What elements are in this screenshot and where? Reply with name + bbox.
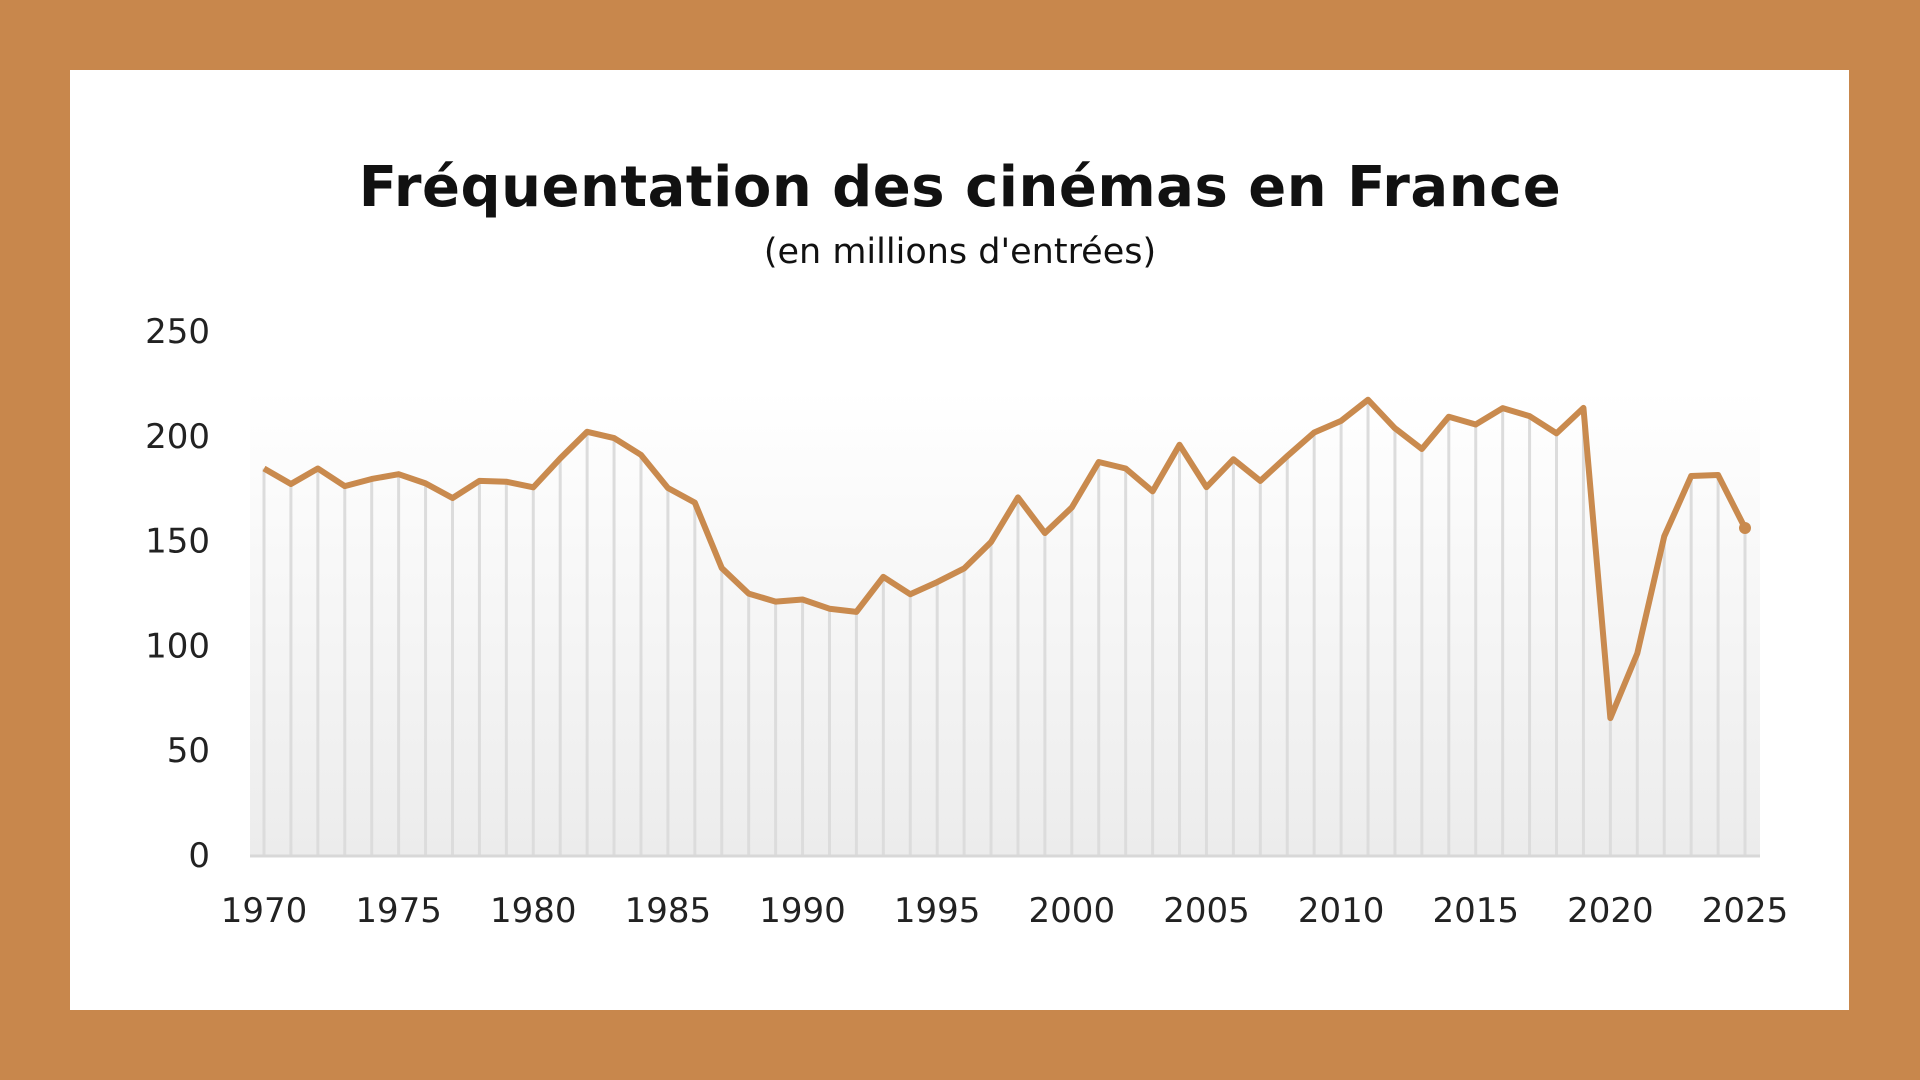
x-tick-label: 2015 bbox=[1432, 891, 1519, 931]
plot-background bbox=[250, 390, 1760, 855]
series-line bbox=[262, 396, 1748, 722]
y-tick-label: 0 bbox=[188, 836, 210, 876]
x-tick-label: 1995 bbox=[894, 891, 981, 931]
y-tick-label: 100 bbox=[145, 626, 210, 666]
x-tick-label: 2010 bbox=[1298, 891, 1385, 931]
chart-subtitle: (en millions d'entrées) bbox=[763, 232, 1157, 272]
x-tick-label: 1990 bbox=[759, 891, 846, 931]
y-tick-label: 150 bbox=[145, 522, 210, 562]
x-tick-label: 2000 bbox=[1029, 891, 1116, 931]
x-tick-label: 1975 bbox=[355, 891, 442, 931]
x-tick-label: 1985 bbox=[625, 891, 712, 931]
data-point bbox=[1739, 522, 1751, 535]
x-tick-label: 2020 bbox=[1567, 891, 1654, 931]
y-tick-label: 200 bbox=[145, 417, 210, 457]
x-tick-label: 2025 bbox=[1702, 891, 1789, 931]
y-tick-label: 50 bbox=[167, 731, 210, 771]
x-tick-label: 1980 bbox=[490, 891, 577, 931]
y-tick-label: 250 bbox=[145, 312, 210, 352]
chart-title: Fréquentation des cinémas en France bbox=[358, 155, 1562, 220]
x-tick-label: 1970 bbox=[221, 891, 308, 931]
x-tick-label: 2005 bbox=[1163, 891, 1250, 931]
